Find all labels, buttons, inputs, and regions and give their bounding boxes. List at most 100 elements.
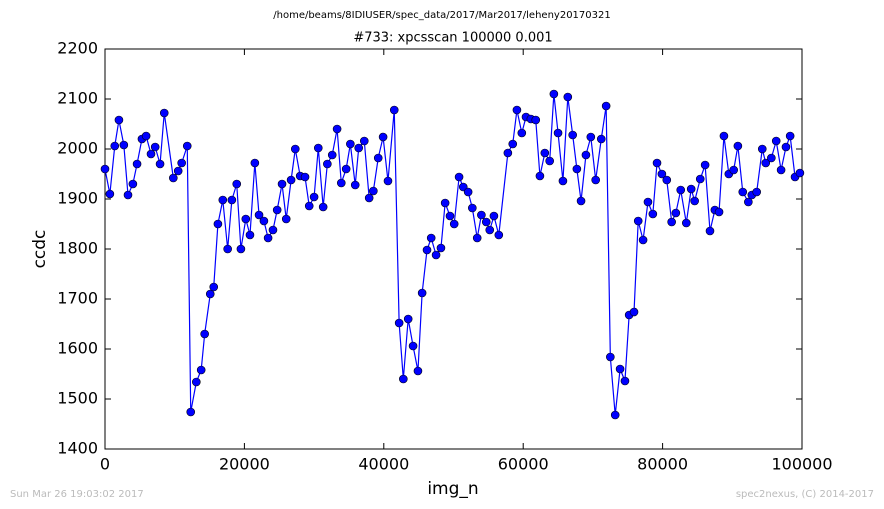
data-point [417,288,427,298]
data-point [662,175,672,185]
x-tick-label: 0 [100,455,110,474]
data-point [114,115,124,125]
data-point [123,190,133,200]
data-point [494,230,504,240]
chart-title: #733: xpcsscan 100000 0.001 [353,31,552,46]
data-point [695,174,705,184]
data-point [141,131,151,141]
data-point [705,226,715,236]
data-point [318,202,328,212]
data-point [586,132,596,142]
data-point [531,115,541,125]
data-point [286,175,296,185]
data-point [332,124,342,134]
data-point [576,196,586,206]
data-point [241,214,251,224]
data-point [313,143,323,153]
data-point [209,282,219,292]
data-point [606,352,615,362]
data-point [336,178,346,188]
data-point [690,196,699,206]
data-point [681,218,691,228]
data-point [463,187,473,197]
data-point [341,164,351,174]
data-point [719,131,729,141]
data-point [159,108,169,118]
data-point [128,179,138,189]
data-point [686,184,696,194]
data-point [781,142,791,152]
data-point [182,141,192,151]
data-point [426,233,436,243]
data-point [517,128,527,138]
data-point [218,195,228,205]
y-tick-label: 1600 [57,339,98,358]
data-point [638,235,648,245]
data-point [422,245,432,255]
data-point [290,144,300,154]
chart-suptitle: /home/beams/8IDIUSER/spec_data/2017/Mar2… [273,10,610,21]
data-point [700,160,710,170]
data-point [738,187,748,197]
y-axis-label: ccdc [30,230,50,269]
data-point [757,144,767,154]
data-point [761,158,771,168]
data-point [431,250,441,260]
data-point [196,365,206,375]
data-point [389,105,399,115]
data-point [119,140,129,150]
data-point [485,225,495,235]
data-point [752,187,761,197]
y-tick-label: 1900 [57,189,98,208]
data-point [676,185,686,195]
data-point [785,131,795,141]
data-point [281,214,291,224]
data-point [744,197,753,207]
data-point [327,150,337,160]
x-tick-label: 40000 [358,455,409,474]
data-point [610,410,620,420]
data-point [512,105,522,115]
data-point [277,179,287,189]
data-point [449,219,459,229]
data-point [323,159,332,169]
footer-date: Sun Mar 26 19:03:02 2017 [10,489,144,500]
data-point [110,141,120,151]
data-point [346,139,355,149]
data-point [667,217,676,227]
data-point [309,192,319,202]
data-point [150,142,160,152]
data-point [733,141,743,151]
y-tick-label: 1700 [57,289,98,308]
data-point [259,216,269,226]
y-tick-label: 2200 [57,39,98,58]
data-point [553,128,563,138]
data-point [440,198,450,208]
data-point [563,92,573,102]
data-point [200,329,209,339]
data-point [771,136,781,146]
y-tick-label: 1400 [57,439,98,458]
data-point [268,225,278,235]
data-point [373,153,383,163]
data-point [169,173,178,183]
data-point [364,193,374,203]
data-point [633,216,643,226]
data-point [304,201,314,211]
data-point [359,136,369,146]
y-tick-label: 2000 [57,139,98,158]
data-point [399,374,408,384]
data-point [596,134,606,144]
data-point [477,210,486,220]
data-point [245,230,255,240]
data-point [236,244,246,254]
data-point [629,307,639,317]
data-point [652,158,662,168]
x-tick-label: 80000 [637,455,688,474]
data-point [581,150,591,160]
data-point [714,207,724,217]
data-point [155,159,165,169]
data-point [350,180,360,190]
data-point [132,159,142,169]
